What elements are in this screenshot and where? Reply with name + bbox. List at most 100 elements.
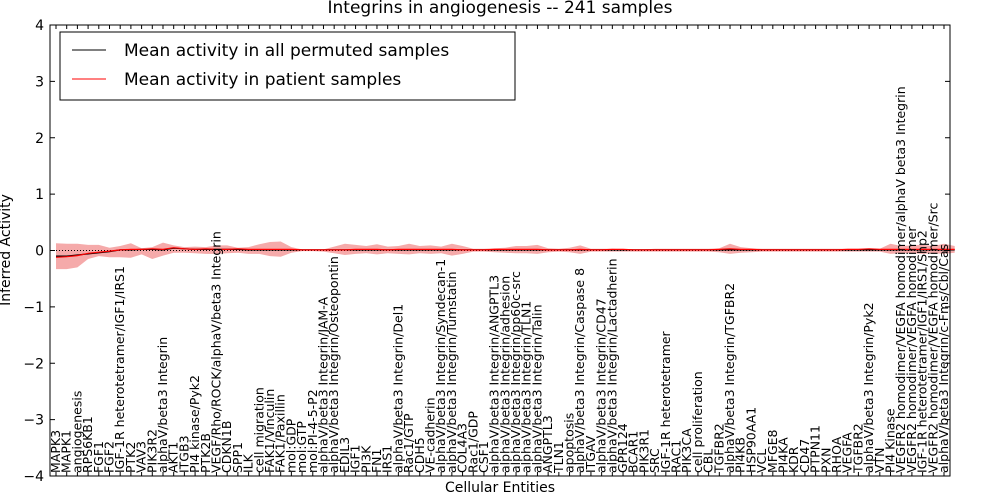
x-tick-label: CDKN1B (219, 421, 234, 473)
x-tick-label: ITGB3 (176, 435, 191, 473)
chart-title: Integrins in angiogenesis -- 241 samples (328, 0, 673, 18)
x-tick-label: PTK2B (198, 433, 213, 473)
x-tick-label: IGF1 (348, 444, 363, 473)
x-tick-label: PI4KB (733, 437, 748, 473)
x-tick-label: IGF-1R heterotetramer/IGF1/IRS1 (112, 266, 127, 473)
x-tick-label: FAK1/Vinculin (262, 389, 277, 473)
x-tick-label: alphaV/beta3 Integrin/CD47 (594, 298, 609, 473)
x-tick-label: PIK3CA (679, 428, 694, 473)
x-tick-label: ITGAV (583, 435, 598, 473)
x-axis-title: Cellular Entities (445, 480, 555, 496)
x-tick-label: PI4 Kinase (883, 408, 898, 473)
x-tick-label: alphaV/beta3 Integrin/Caspase 8 (572, 268, 587, 473)
x-tick-label: cell migration (251, 387, 266, 473)
x-tick-label: alphaV/beta3 Integrin (155, 337, 170, 473)
y-tick-label: −1 (23, 300, 44, 316)
x-tick-label: MAPK3 (48, 430, 63, 473)
x-tick-label: apoptosis (562, 413, 577, 473)
x-tick-label: PI4 kinase/Pyk2 (187, 375, 202, 473)
y-tick-label: 2 (35, 131, 44, 147)
legend-box (59, 31, 516, 101)
legend-label-patient: Mean activity in patient samples (124, 70, 401, 90)
x-tick-label: TLN1 (551, 441, 566, 474)
y-tick-label: 0 (35, 244, 44, 260)
x-tick-label: FGF1 (91, 441, 106, 473)
y-tick-label: −2 (23, 356, 44, 372)
x-tick-label: cell proliferation (690, 371, 705, 473)
x-tick-label: alphaV/beta3 Integrin/pp60c-src (508, 271, 523, 473)
x-tick-label: alphaV/beta3 Integrin/Del1 (390, 304, 405, 473)
x-tick-label: PIK3R1 (636, 429, 651, 473)
legend: Mean activity in all permuted samples Me… (59, 31, 516, 101)
x-tick-label: PTK2 (123, 442, 138, 473)
x-tick-label: IRS1 (380, 445, 395, 473)
x-tick-label: SRC (647, 448, 662, 473)
x-tick-label: CDH5 (412, 437, 427, 473)
x-tick-label: VAV3 (134, 441, 149, 473)
y-tick-label: −3 (23, 413, 44, 429)
x-tick-label: PI3K (358, 445, 373, 473)
x-tick-label: CBL (701, 449, 716, 473)
x-tick-label: alphaV/beta3 Integrin/TLN1 (519, 301, 534, 473)
x-tick-label: ILK (241, 453, 256, 473)
y-axis-ticks: −4 −3 −2 −1 0 1 2 3 4 (23, 18, 950, 485)
x-tick-label: Rac1/GDP (465, 411, 480, 473)
x-tick-label: mol:GDP (283, 418, 298, 473)
x-tick-label: VEGF/Rho/ROCK/alphaV/beta3 Integrin (208, 231, 223, 473)
x-tick-label: IGF-1R heterotetramer (658, 330, 673, 473)
x-tick-label: BCAR1 (626, 431, 641, 473)
x-tick-label: FN1 (369, 449, 384, 474)
x-tick-label: alphaV/beta3 Integrin/adhesion (497, 276, 512, 473)
x-tick-label: mol:PI-4-5-P2 (305, 389, 320, 473)
x-tick-label: PXN (818, 448, 833, 473)
x-tick-label: PTPN11 (808, 425, 823, 473)
x-tick-label: COL4A3 (455, 423, 470, 473)
x-tick-label: RPS6KB1 (80, 416, 95, 473)
y-tick-label: −4 (23, 469, 44, 485)
x-tick-label: PI4KA (776, 437, 791, 473)
y-tick-label: 4 (35, 18, 44, 34)
x-tick-label: ANGPTL3 (540, 415, 555, 473)
patient-mean-line (55, 247, 955, 258)
x-axis-ticks (55, 25, 945, 476)
x-tick-label: VEGFA (840, 432, 855, 473)
x-tick-label: AKT1 (166, 442, 181, 473)
x-tick-label: FGF2 (101, 441, 116, 473)
x-tick-label: alphaV/beta3 Integrin/ANGPTL3 (487, 275, 502, 473)
x-tick-label: KDR (786, 446, 801, 473)
x-tick-label: PIK3R2 (144, 429, 159, 473)
x-tick-label: VEGFR2 homodimer/VEGFA homodimer/alphaV … (893, 86, 908, 473)
x-tick-label: alphaV/beta3 Integrin/c-Fms/Cbl/Cas (936, 244, 951, 473)
x-tick-label: alphaV/beta3 Integrin/Lactadherin (604, 258, 619, 473)
plot-area (50, 241, 955, 270)
x-tick-label: VEGFR2 homodimer/VEGFA homodimer (904, 226, 919, 473)
x-tick-label: CSF1 (476, 441, 491, 473)
x-tick-label: alphaV/beta3 Integrin/TGFBR2 (722, 283, 737, 473)
x-tick-label: alphaV/beta3 Integrin/Tumstatin (444, 271, 459, 473)
x-tick-label: VTN (872, 447, 887, 473)
x-tick-label: RHOA (829, 436, 844, 473)
x-tick-label: MFGE8 (765, 429, 780, 473)
x-tick-label: mol:GTP (294, 421, 309, 473)
x-tick-label: VEGFR2 homodimer/VEGFA homodimer/Src (925, 203, 940, 473)
x-tick-label: alphaV/beta3 Integrin/Talin (529, 305, 544, 474)
x-tick-label: GPR124 (615, 423, 630, 473)
x-tick-label: EDIL3 (337, 437, 352, 473)
x-tick-label: angiogenesis (69, 391, 84, 473)
x-tick-label: SPP1 (230, 442, 245, 473)
x-tick-label: VE-cadherin (422, 397, 437, 473)
y-tick-label: 1 (35, 187, 44, 203)
x-tick-label: VCL (754, 449, 769, 473)
x-tick-label: FAK1/Paxillin (273, 394, 288, 473)
x-tick-label: TGFBR2 (850, 423, 865, 474)
x-tick-label: alphaV/beta3 Integrin/Osteopontin (326, 256, 341, 473)
x-tick-label: alphaV/beta3 Integrin/Pyk2 (861, 302, 876, 473)
axes-frame (49, 24, 951, 477)
x-tick-label: CD47 (797, 439, 812, 473)
x-tick-label: MAPK1 (59, 430, 74, 473)
x-tick-label: IGF-1R heterotetramer/IGF1/IRS1/Shp2 (915, 230, 930, 473)
x-tick-label: alphaV/beta3 Integrin/Syndecan-1 (433, 259, 448, 473)
y-axis-title: Inferred Activity (0, 194, 14, 306)
x-tick-label: HSP90AA1 (743, 407, 758, 473)
